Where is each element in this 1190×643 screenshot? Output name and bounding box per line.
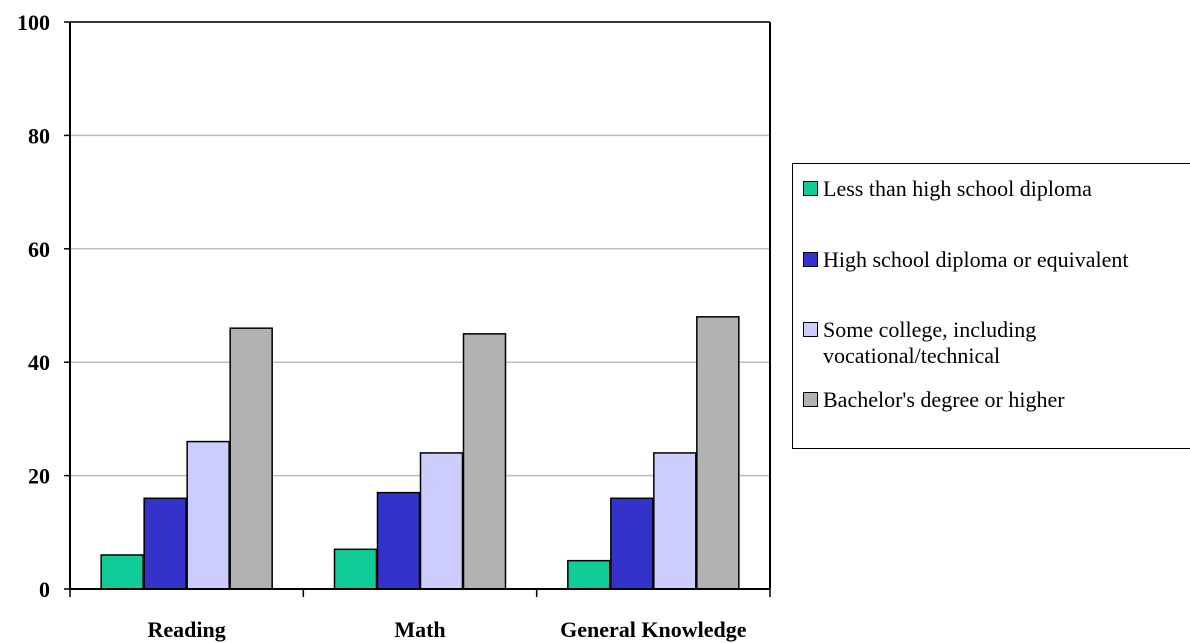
y-tick-label: 20 <box>28 464 50 489</box>
bar-math-less-than-high-school-diploma <box>333 548 378 590</box>
bar-reading-bachelor-s-degree-or-higher <box>229 327 273 590</box>
bar-math-high-school-diploma-or-equivalent <box>376 491 421 590</box>
x-category-label-reading: Reading <box>148 617 226 642</box>
axis-labels: 0 20 40 60 80 100 Reading Math General Knowledge <box>17 10 747 642</box>
bar-reading-less-than-high-school-diploma <box>100 554 144 590</box>
legend-label-less-than-high-school: Less than high school diploma <box>823 176 1092 201</box>
x-category-label-general-knowledge: General Knowledge <box>560 617 747 642</box>
axes <box>64 21 771 597</box>
bar-general-knowledge-less-than-high-school-diploma <box>567 559 611 590</box>
gridlines <box>70 21 770 477</box>
y-tick-label: 80 <box>28 123 50 148</box>
legend-label-bachelors-degree: Bachelor's degree or higher <box>823 387 1065 412</box>
y-tick-label: 60 <box>28 237 50 262</box>
bar-math-some-college-including-vocational-technical <box>419 452 464 590</box>
legend-swatch-some-college <box>803 322 818 337</box>
y-tick-label: 40 <box>28 350 50 375</box>
legend-swatch-less-than-high-school <box>803 181 818 196</box>
legend-item-bachelors-degree: Bachelor's degree or higher <box>803 387 1065 413</box>
legend-item-less-than-high-school: Less than high school diploma <box>803 176 1092 202</box>
x-category-label-math: Math <box>394 617 445 642</box>
bar-general-knowledge-bachelor-s-degree-or-higher <box>696 316 740 590</box>
bar-general-knowledge-some-college-including-vocational-technical <box>653 452 697 590</box>
legend-swatch-high-school-diploma <box>803 252 818 267</box>
bar-general-knowledge-high-school-diploma-or-equivalent <box>610 497 654 590</box>
bars <box>100 316 740 590</box>
y-tick-label: 0 <box>39 577 50 602</box>
legend-label-high-school-diploma: High school diploma or equivalent <box>823 247 1129 272</box>
bar-reading-high-school-diploma-or-equivalent <box>143 497 187 590</box>
legend-item-some-college: Some college, including vocational/techn… <box>803 317 1036 369</box>
legend-label-some-college: Some college, including vocational/techn… <box>823 317 1037 368</box>
y-tick-label: 100 <box>17 10 50 35</box>
bar-reading-some-college-including-vocational-technical <box>186 440 230 590</box>
legend: Less than high school diploma High schoo… <box>792 163 1190 449</box>
legend-swatch-bachelors-degree <box>803 392 818 407</box>
legend-item-high-school-diploma: High school diploma or equivalent <box>803 247 1129 273</box>
bar-math-bachelor-s-degree-or-higher <box>462 333 507 590</box>
